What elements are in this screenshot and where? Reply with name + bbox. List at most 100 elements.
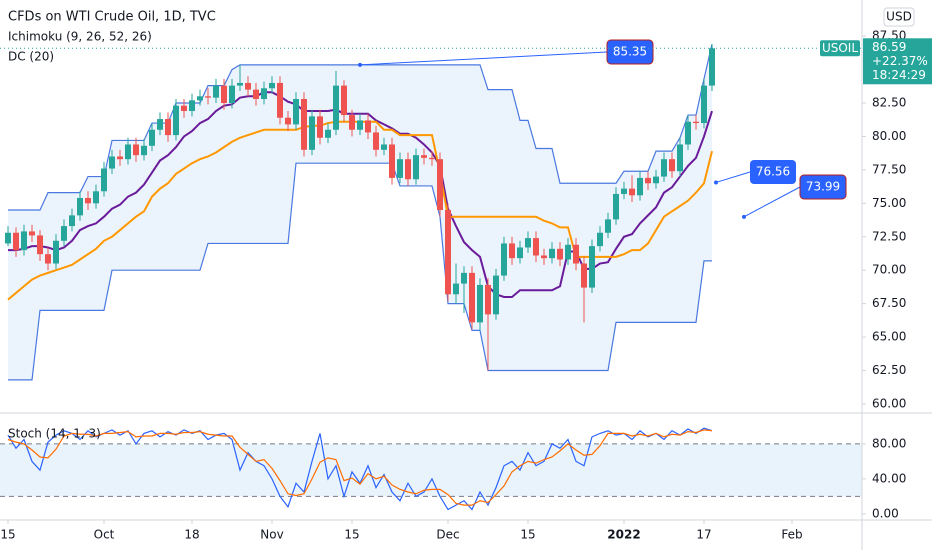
- y-tick-label: 40.00: [872, 471, 906, 485]
- candle-body: [573, 244, 579, 264]
- candle-body: [645, 177, 651, 184]
- candle-body: [117, 156, 123, 160]
- candle-body: [253, 89, 259, 99]
- candle-body: [141, 145, 147, 156]
- chart-title: CFDs on WTI Crude Oil, 1D, TVC: [8, 10, 216, 25]
- candle-body: [621, 188, 627, 194]
- x-tick-label: 15: [0, 528, 15, 542]
- candle-body: [525, 238, 531, 248]
- y-tick-label: 62.50: [872, 363, 906, 377]
- candle-body: [365, 120, 371, 133]
- stoch-line: [7, 429, 713, 506]
- indicator-legend: DC (20): [8, 50, 54, 64]
- candle-body: [189, 100, 195, 112]
- candle-body: [285, 117, 291, 125]
- candle-body: [277, 82, 283, 118]
- price-label: 86.59: [872, 40, 906, 54]
- candle-body: [589, 246, 595, 288]
- price-tag-box: [863, 38, 932, 85]
- annotation-connector: [743, 186, 801, 218]
- marks-layer: [5, 44, 715, 511]
- annotation-box: [799, 174, 847, 200]
- y-tick-label: 0.00: [872, 506, 899, 520]
- candle-body: [245, 82, 251, 90]
- candle-body: [669, 159, 675, 172]
- candle-body: [629, 188, 635, 196]
- level-band: [0, 443, 862, 497]
- candle-body: [509, 243, 515, 259]
- candle-body: [309, 116, 315, 150]
- y-tick-label: 70.00: [872, 263, 906, 277]
- candle-body: [381, 144, 387, 150]
- candle-body: [293, 98, 299, 125]
- change-label: +22.37%: [872, 54, 928, 68]
- x-tick-label: Dec: [436, 528, 459, 542]
- candle-body: [613, 193, 619, 220]
- candle-body: [653, 176, 659, 184]
- candle-body: [69, 215, 75, 227]
- candle-body: [493, 275, 499, 315]
- currency-box[interactable]: [883, 7, 915, 27]
- annotation-anchor: [358, 62, 362, 67]
- candle-body: [461, 272, 467, 284]
- candle-body: [301, 98, 307, 150]
- candle-body: [29, 231, 35, 236]
- candle-body: [421, 155, 427, 158]
- annotation-label: 85.35: [613, 45, 647, 59]
- currency-label: USD: [886, 10, 912, 24]
- candle-body: [445, 210, 451, 295]
- candle-body: [557, 248, 563, 260]
- candle-body: [685, 121, 691, 145]
- candle-body: [85, 197, 91, 204]
- x-tick-label: 15: [520, 528, 535, 542]
- candle-body: [373, 132, 379, 150]
- channel-lower: [8, 162, 712, 381]
- candle-body: [693, 121, 699, 124]
- indicator-legend: Ichimoku (9, 26, 52, 26): [8, 30, 152, 44]
- candle-body: [77, 197, 83, 216]
- x-tick-label: 17: [696, 528, 711, 542]
- countdown-label: 18:24:29: [872, 68, 926, 82]
- annotation-anchor: [742, 214, 746, 219]
- y-tick-label: 80.00: [872, 129, 906, 143]
- candle-body: [93, 191, 99, 204]
- front-layer: 85.35 76.56 73.99 USOIL 86.59+22.37%18:24:29: [0, 38, 932, 219]
- candle-body: [637, 177, 643, 196]
- candle-body: [61, 226, 67, 241]
- candle-body: [101, 168, 107, 192]
- candle-body: [125, 144, 131, 160]
- candle-body: [341, 85, 347, 116]
- x-tick-label: Oct: [94, 528, 115, 542]
- candle-body: [565, 244, 571, 260]
- candle-body: [581, 263, 587, 288]
- candle-body: [429, 157, 435, 160]
- x-tick-label: 15: [344, 528, 359, 542]
- candle-body: [541, 255, 547, 259]
- candle-body: [605, 219, 611, 233]
- y-tick-label: 75.00: [872, 196, 906, 210]
- candle-body: [133, 144, 139, 156]
- x-tick-label: Feb: [781, 528, 802, 542]
- candle-body: [261, 88, 267, 99]
- annotation-anchor: [714, 180, 718, 185]
- y-tick-label: 82.50: [872, 96, 906, 110]
- annotation-label: 76.56: [756, 165, 790, 179]
- symbol-tag: [820, 40, 860, 57]
- annotation-box: [750, 160, 796, 184]
- candle-body: [5, 232, 11, 244]
- candle-body: [357, 120, 363, 130]
- candle-body: [677, 144, 683, 172]
- candle-body: [437, 159, 443, 211]
- x-tick-label: 2022: [607, 528, 640, 542]
- candle-body: [469, 272, 475, 323]
- x-tick-label: 18: [184, 528, 199, 542]
- candle-body: [197, 96, 203, 101]
- annotation-box: [606, 39, 654, 65]
- candle-body: [333, 85, 339, 130]
- annotation-connector: [715, 171, 751, 183]
- candle-body: [205, 96, 211, 98]
- candle-body: [21, 231, 27, 251]
- candle-body: [413, 155, 419, 180]
- annotation-connector: [359, 51, 608, 66]
